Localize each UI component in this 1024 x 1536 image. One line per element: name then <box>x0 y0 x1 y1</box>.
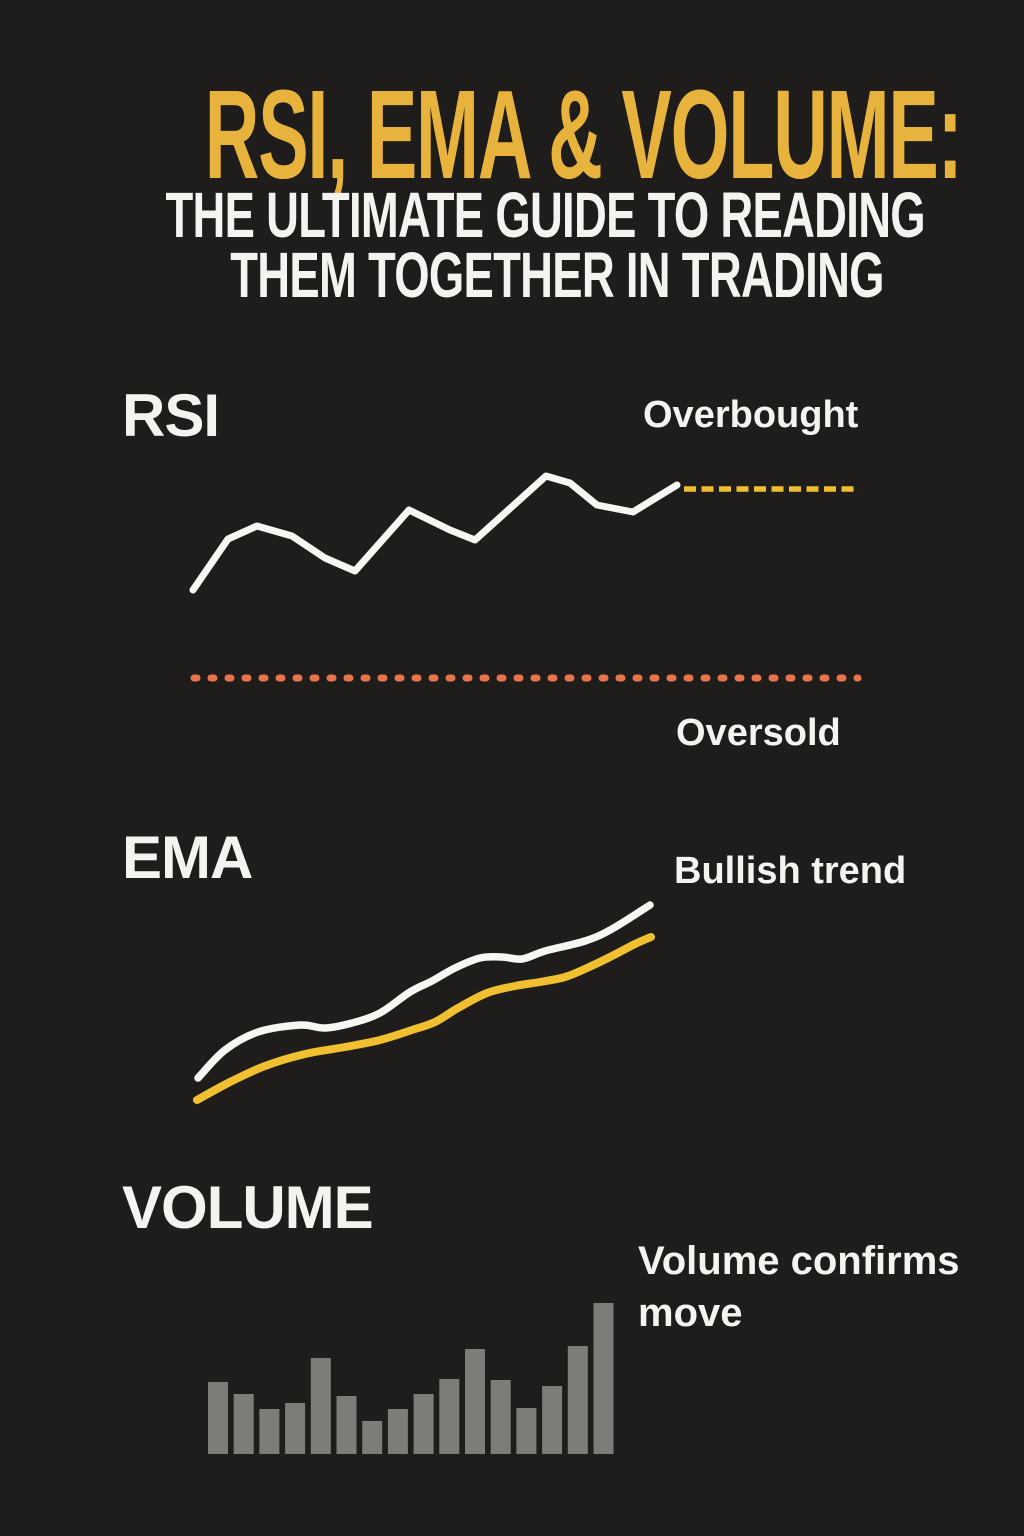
volume-chart <box>208 1303 614 1454</box>
volume-confirms-label: Volume confirms move <box>638 1239 960 1335</box>
overbought-label: Overbought <box>643 394 859 436</box>
bullish-trend-label: Bullish trend <box>674 850 907 892</box>
subtitle-line-2: THEM TOGETHER IN TRADING <box>230 239 884 311</box>
volume-section-label: VOLUME <box>122 1174 374 1241</box>
infographic-title: RSI, EMA & VOLUME: <box>204 64 963 205</box>
oversold-label: Oversold <box>676 712 841 754</box>
ema-chart <box>193 901 655 1104</box>
rsi-section-label: RSI <box>122 382 220 449</box>
ema-section-label: EMA <box>122 824 253 891</box>
subtitle-line-1: THE ULTIMATE GUIDE TO READING <box>165 179 925 251</box>
rsi-chart <box>189 472 862 682</box>
